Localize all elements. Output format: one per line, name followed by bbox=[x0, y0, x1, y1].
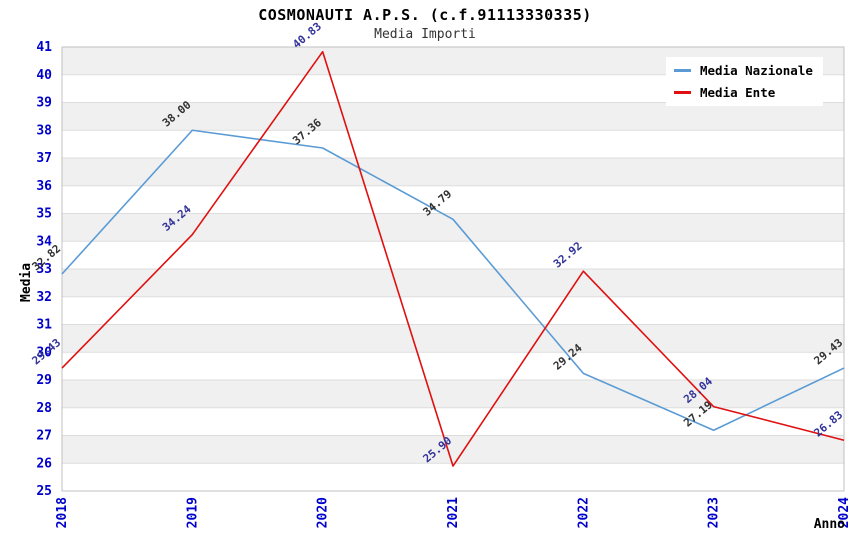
legend-line-swatch-ente bbox=[674, 91, 691, 94]
legend-label-nazionale: Media Nazionale bbox=[700, 63, 813, 78]
y-tick-label: 41 bbox=[36, 40, 52, 55]
legend-item-media-nazionale: Media Nazionale bbox=[674, 63, 813, 78]
grid-band bbox=[62, 324, 844, 353]
x-tick-label: 2024 bbox=[837, 497, 850, 528]
grid-band bbox=[62, 158, 844, 186]
y-tick-label: 29 bbox=[36, 373, 52, 388]
chart-legend: Media Nazionale Media Ente bbox=[666, 57, 823, 106]
series-line-media-ente bbox=[61, 50, 845, 467]
chart-title: COSMONAUTI A.P.S. (c.f.91113330335) bbox=[258, 6, 592, 24]
y-tick-label: 27 bbox=[36, 429, 52, 444]
grid-band bbox=[62, 380, 844, 408]
x-axis-title: Anno bbox=[814, 517, 845, 532]
y-axis-title: Media bbox=[19, 263, 34, 302]
x-tick-label: 2023 bbox=[707, 497, 722, 528]
data-label: 26.83 bbox=[812, 408, 846, 439]
grid-band bbox=[62, 102, 844, 131]
grid-band bbox=[62, 269, 844, 297]
y-tick-label: 40 bbox=[36, 68, 52, 83]
x-tick-label: 2022 bbox=[576, 497, 591, 528]
y-tick-label: 32 bbox=[36, 290, 52, 305]
data-label: 29.43 bbox=[30, 336, 64, 367]
y-tick-label: 34 bbox=[36, 234, 52, 249]
y-tick-label: 37 bbox=[36, 151, 52, 166]
y-tick-label: 30 bbox=[36, 345, 52, 360]
grid-band bbox=[62, 213, 844, 242]
y-tick-label: 31 bbox=[36, 318, 52, 333]
legend-label-ente: Media Ente bbox=[700, 85, 776, 100]
y-tick-label: 35 bbox=[36, 207, 52, 222]
y-tick-label: 28 bbox=[36, 401, 52, 416]
y-tick-label: 39 bbox=[36, 96, 52, 111]
plot-border bbox=[61, 46, 845, 492]
y-tick-label: 33 bbox=[36, 262, 52, 277]
chart-subtitle: Media Importi bbox=[374, 27, 476, 42]
y-tick-label: 26 bbox=[36, 456, 52, 471]
grid-band bbox=[62, 435, 844, 464]
data-label: 40.83 bbox=[290, 20, 324, 51]
legend-item-media-ente: Media Ente bbox=[674, 85, 813, 100]
x-tick-label: 2019 bbox=[185, 497, 200, 528]
y-tick-label: 38 bbox=[36, 123, 52, 138]
series-line-media-nazionale bbox=[61, 129, 845, 432]
y-tick-label: 25 bbox=[36, 484, 52, 499]
y-tick-label: 36 bbox=[36, 179, 52, 194]
x-tick-label: 2018 bbox=[55, 497, 70, 528]
data-label: 32.92 bbox=[551, 239, 585, 270]
legend-line-swatch-nazionale bbox=[674, 69, 691, 72]
x-tick-label: 2021 bbox=[446, 497, 461, 528]
x-tick-label: 2020 bbox=[316, 497, 331, 528]
